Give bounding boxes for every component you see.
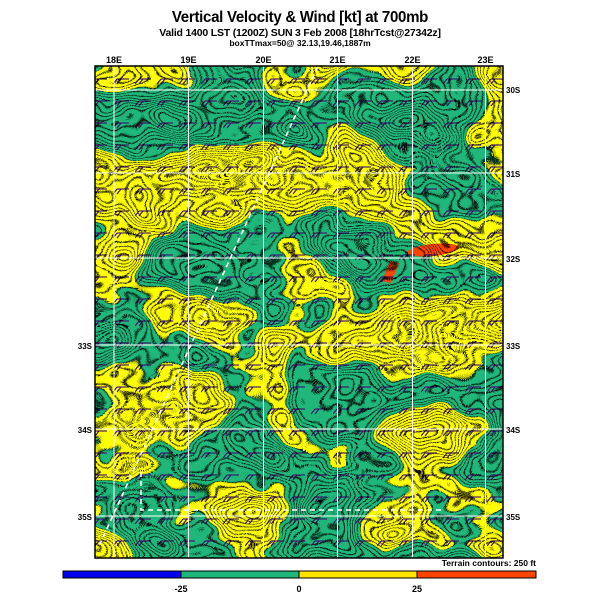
svg-text:34S: 34S xyxy=(506,426,521,435)
svg-text:31S: 31S xyxy=(506,170,521,179)
svg-text:25: 25 xyxy=(412,584,422,594)
svg-text:19E: 19E xyxy=(180,55,196,65)
svg-text:34S: 34S xyxy=(78,426,93,435)
svg-text:33S: 33S xyxy=(506,342,521,351)
svg-text:0: 0 xyxy=(296,584,301,594)
svg-text:35S: 35S xyxy=(78,513,93,522)
svg-text:35S: 35S xyxy=(506,513,521,522)
svg-text:23E: 23E xyxy=(477,55,493,65)
svg-text:30S: 30S xyxy=(506,86,521,95)
svg-text:18E: 18E xyxy=(106,55,122,65)
svg-text:20E: 20E xyxy=(255,55,271,65)
svg-text:Terrain contours: 250 ft: Terrain contours: 250 ft xyxy=(442,558,536,568)
svg-text:22E: 22E xyxy=(404,55,420,65)
svg-text:32S: 32S xyxy=(506,255,521,264)
svg-text:33S: 33S xyxy=(78,342,93,351)
svg-text:-25: -25 xyxy=(174,584,187,594)
svg-text:21E: 21E xyxy=(329,55,345,65)
